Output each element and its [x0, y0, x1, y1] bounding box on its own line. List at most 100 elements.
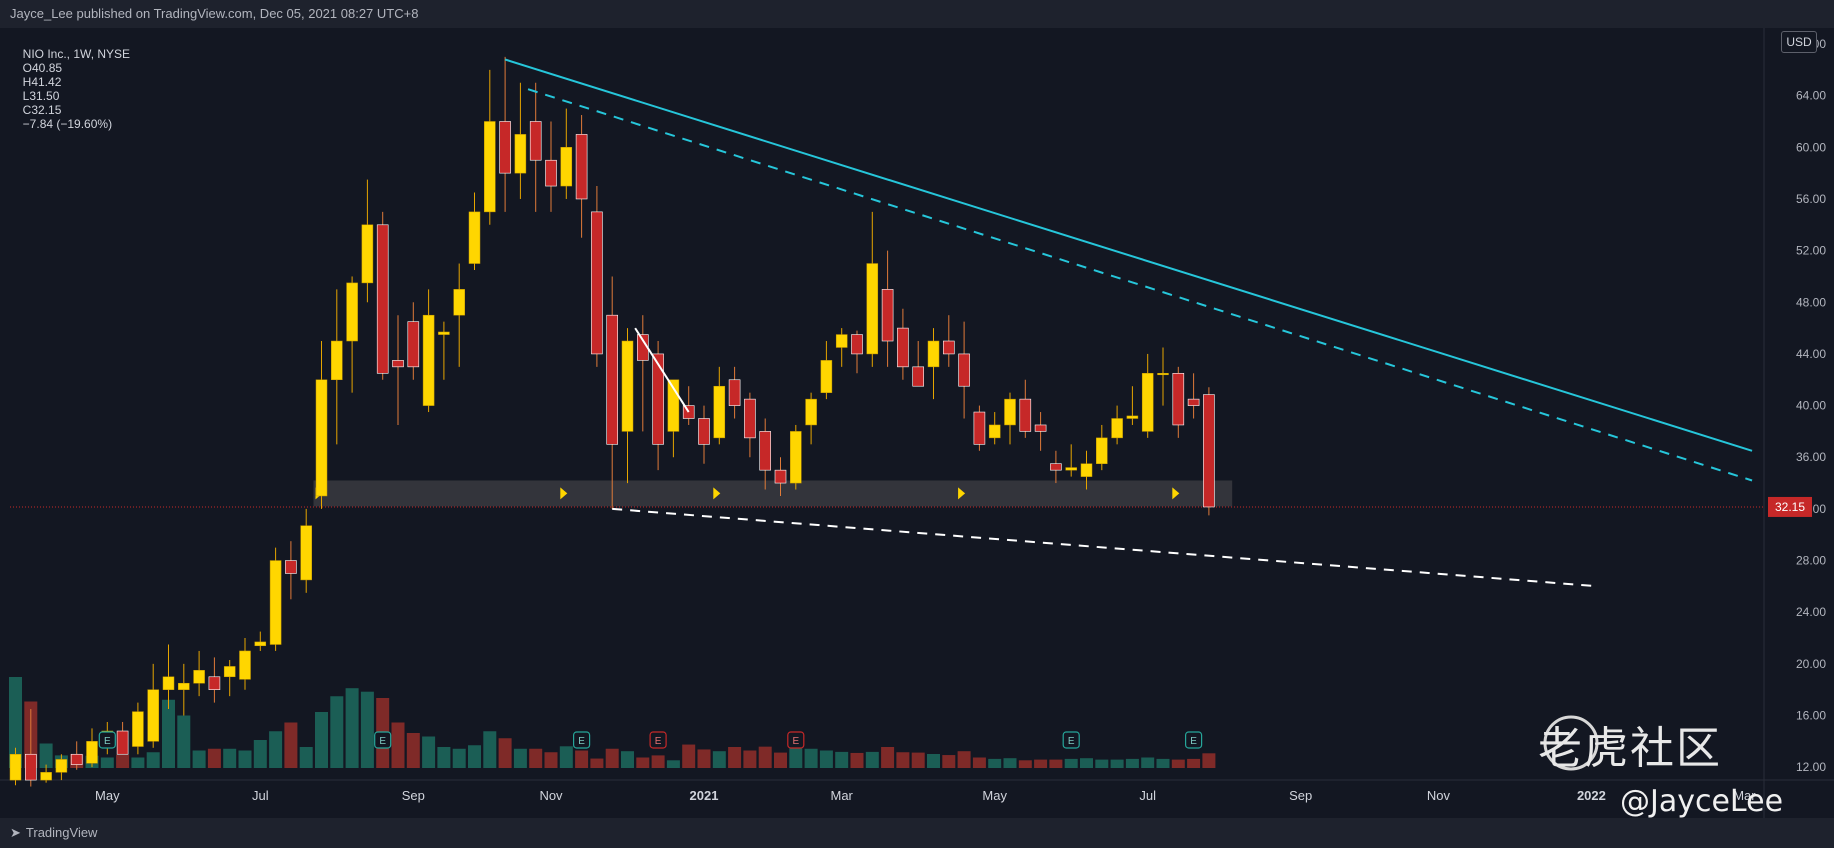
candle-body	[575, 134, 588, 200]
volume-bar	[1095, 759, 1109, 768]
zone-marker-arrow	[958, 487, 966, 500]
candle-body	[1126, 415, 1139, 419]
volume-bar	[422, 736, 436, 768]
x-tick-label: Nov	[539, 788, 563, 803]
trendline	[634, 327, 690, 413]
candle-body	[1050, 463, 1062, 471]
candle-body	[958, 353, 970, 387]
volume-bar	[330, 696, 344, 768]
candle-body	[1172, 373, 1185, 426]
volume-bar	[835, 751, 849, 768]
y-tick-label: 56.00	[1796, 192, 1826, 206]
zone-marker-arrow	[1172, 487, 1180, 500]
volume-bar	[1018, 760, 1032, 768]
x-tick-label: Jul	[252, 788, 269, 803]
earnings-icon-letter: E	[104, 736, 111, 747]
candle-body	[300, 525, 312, 581]
candle-body	[728, 379, 741, 406]
candle-body	[55, 759, 68, 773]
volume-bar	[590, 758, 604, 768]
top-bar: Jayce_Lee published on TradingView.com, …	[0, 0, 1834, 28]
volume-bar	[972, 757, 986, 768]
candle-body	[1157, 373, 1169, 376]
tradingview-icon: ➤	[10, 825, 21, 840]
earnings-icon	[98, 731, 116, 749]
tradingview-logo[interactable]: ➤ TradingView	[10, 818, 97, 848]
watermark-handle: @JayceLee	[1620, 784, 1784, 819]
chart-background	[0, 28, 1834, 818]
volume-bar	[498, 738, 512, 768]
candle-body	[759, 431, 772, 471]
earnings-icon	[572, 731, 591, 749]
volume-bar	[1064, 758, 1078, 768]
volume-bar	[513, 748, 527, 768]
candle-body	[9, 754, 22, 781]
watermark-logo-text: 老虎社区	[1538, 723, 1722, 774]
volume-bar	[896, 752, 910, 768]
candle-body	[851, 334, 863, 355]
volume-bar	[651, 755, 665, 768]
bottom-bar: ➤ TradingView	[0, 818, 1834, 848]
candle-body	[147, 689, 159, 742]
volume-bar	[666, 760, 680, 768]
currency-button[interactable]: USD	[1781, 31, 1817, 53]
y-tick-label: 12.00	[1796, 760, 1826, 774]
candle-body	[1187, 398, 1200, 406]
candle-body	[790, 431, 802, 484]
candle-body	[820, 360, 833, 393]
volume-bar	[605, 748, 619, 768]
volume-bar	[544, 752, 558, 768]
candle-body	[514, 134, 527, 174]
volume-bar	[39, 743, 53, 768]
candle-body	[1080, 463, 1093, 477]
candle-body	[927, 340, 940, 368]
candle-body	[774, 469, 787, 484]
candle-body	[193, 670, 205, 684]
trendline	[504, 58, 1753, 452]
earnings-icon	[787, 731, 805, 749]
legend-close: C32.15	[22, 103, 62, 117]
volume-bar	[452, 748, 466, 768]
y-tick-label: 28.00	[1796, 554, 1826, 568]
candle-body	[988, 424, 1001, 439]
volume-bar	[559, 746, 573, 768]
volume-bar	[162, 699, 175, 768]
candle-body	[331, 340, 343, 381]
volume-bar	[284, 722, 298, 768]
volume-bar	[621, 751, 634, 768]
candle-body	[254, 641, 267, 647]
x-tick-label: Mar	[831, 788, 854, 803]
watermark-logo-icon	[1543, 715, 1599, 771]
candle-body	[881, 289, 894, 342]
candle-body	[682, 405, 695, 419]
volume-bar	[636, 757, 650, 768]
y-tick-label: 20.00	[1796, 657, 1826, 671]
candle-body	[392, 360, 404, 368]
y-tick-label: 24.00	[1796, 605, 1826, 619]
volume-bar	[881, 747, 895, 768]
x-tick-label: May	[95, 788, 120, 803]
volume-bar	[1125, 758, 1139, 768]
attribution-text: Jayce_Lee published on TradingView.com, …	[10, 6, 419, 21]
candle-body	[223, 666, 236, 678]
earnings-icon-letter: E	[1068, 736, 1075, 747]
candle-body	[361, 224, 374, 284]
volume-bar	[529, 748, 543, 768]
legend-symbol: NIO Inc., 1W, NYSE	[22, 47, 131, 61]
zone-marker-arrow	[713, 487, 721, 500]
price-chart[interactable]: EEEEEEE68.0064.0060.0056.0052.0048.0044.…	[0, 28, 1834, 818]
candle-body	[912, 366, 925, 387]
candle-body	[285, 560, 297, 574]
candle-body	[24, 753, 37, 781]
x-tick-label: 2021	[690, 788, 719, 803]
earnings-icon	[374, 731, 392, 749]
volume-bar	[575, 750, 589, 768]
x-tick-label: May	[982, 788, 1007, 803]
legend-low: L31.50	[22, 89, 60, 103]
candle-body	[866, 263, 879, 355]
candle-body	[897, 327, 909, 368]
candle-body	[132, 711, 144, 747]
candle-body	[744, 398, 756, 439]
last-price-label: 32.15	[1775, 500, 1805, 514]
volume-bar	[1049, 759, 1063, 768]
